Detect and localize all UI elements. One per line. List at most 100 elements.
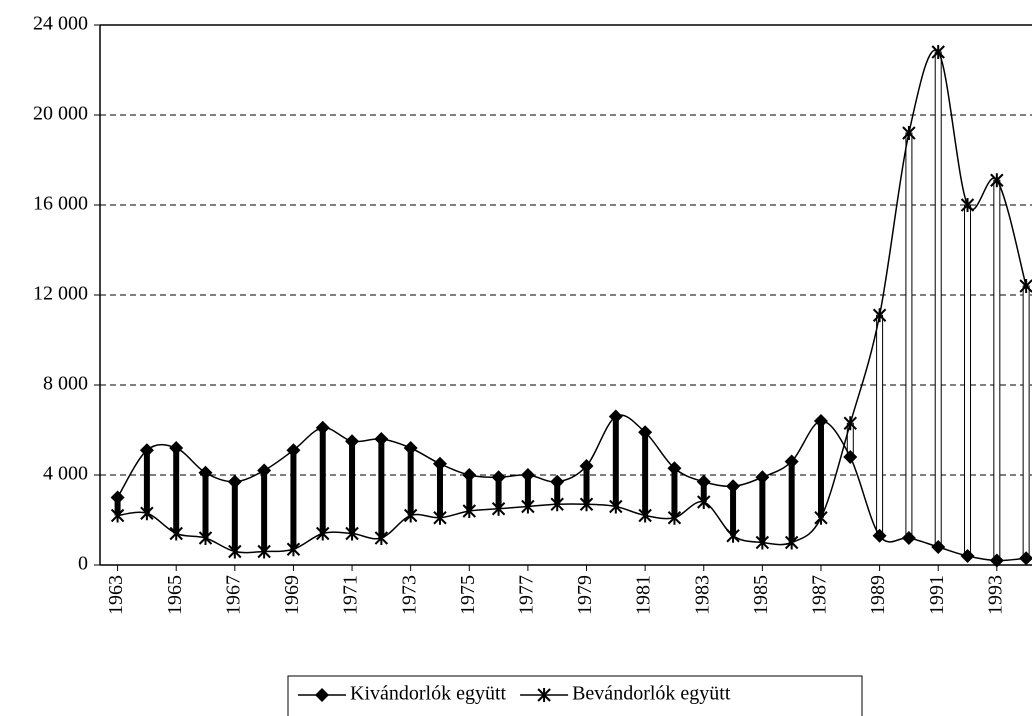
- marker-diamond: [667, 461, 682, 476]
- y-tick-label: 4 000: [43, 463, 88, 485]
- marker-diamond: [315, 420, 330, 435]
- x-tick-label: 1983: [691, 575, 713, 615]
- hi-lo-bar: [905, 132, 913, 539]
- marker-diamond: [931, 540, 946, 554]
- marker-star: [931, 45, 945, 59]
- marker-diamond: [726, 479, 741, 494]
- y-tick-label: 0: [78, 553, 88, 575]
- hi-lo-bar: [993, 179, 1001, 561]
- marker-star: [784, 535, 799, 550]
- marker-star: [726, 528, 740, 543]
- x-tick-label: 1963: [105, 575, 127, 615]
- x-tick-label: 1965: [164, 575, 186, 615]
- marker-diamond: [462, 468, 477, 482]
- marker-diamond: [520, 468, 535, 482]
- marker-diamond: [432, 456, 447, 471]
- marker-diamond: [169, 441, 184, 455]
- marker-star: [345, 526, 359, 541]
- marker-diamond: [901, 531, 916, 545]
- marker-star: [1019, 279, 1032, 293]
- x-tick-label: 1981: [633, 575, 655, 615]
- marker-diamond: [784, 454, 799, 469]
- marker-diamond: [227, 474, 242, 489]
- x-tick-label: 1991: [926, 575, 948, 615]
- marker-star: [990, 173, 1004, 188]
- marker-star: [403, 508, 418, 523]
- marker-diamond: [1019, 551, 1032, 566]
- x-tick-label: 1977: [515, 575, 537, 615]
- marker-diamond: [843, 450, 858, 464]
- marker-star: [198, 531, 213, 545]
- legend-label: Kivándorlók együtt: [350, 683, 507, 705]
- marker-diamond: [198, 465, 213, 480]
- series-line: [116, 414, 1027, 562]
- legend-label: Bevándorlók együtt: [572, 683, 731, 705]
- marker-star: [843, 416, 857, 431]
- x-tick-label: 1987: [809, 575, 831, 615]
- marker-star: [755, 535, 770, 550]
- marker-diamond: [638, 425, 653, 440]
- marker-star: [814, 510, 828, 525]
- y-tick-label: 16 000: [33, 193, 88, 215]
- marker-star: [462, 504, 476, 518]
- marker-star: [609, 499, 623, 514]
- marker-diamond: [286, 443, 301, 458]
- legend: Kivándorlók együtt Bevándorlók együtt: [287, 675, 863, 716]
- x-tick-label: 1989: [867, 575, 889, 615]
- y-tick-label: 8 000: [43, 373, 88, 395]
- marker-diamond: [491, 470, 506, 485]
- x-tick-label: 1971: [340, 575, 362, 615]
- marker-star: [228, 544, 242, 559]
- marker-diamond: [374, 432, 389, 446]
- marker-diamond: [989, 553, 1004, 568]
- marker-star: [902, 126, 916, 140]
- marker-star: [667, 510, 682, 525]
- marker-diamond: [403, 441, 418, 455]
- hi-lo-bar: [964, 204, 972, 557]
- marker-diamond: [579, 459, 594, 473]
- marker-diamond: [110, 490, 125, 505]
- marker-star: [521, 499, 535, 514]
- y-tick-label: 12 000: [33, 283, 88, 305]
- marker-diamond: [139, 443, 154, 458]
- marker-diamond: [813, 414, 828, 428]
- marker-star: [257, 544, 271, 559]
- marker-star: [960, 198, 975, 212]
- y-tick-label: 24 000: [33, 13, 88, 35]
- marker-star: [169, 526, 183, 541]
- marker-star: [374, 531, 389, 545]
- hi-lo-bar: [934, 51, 942, 548]
- y-tick-label: 20 000: [33, 103, 88, 125]
- marker-star: [537, 688, 551, 702]
- hi-lo-bar: [876, 314, 884, 537]
- legend-box: [287, 675, 863, 716]
- x-tick-label: 1979: [574, 575, 596, 615]
- marker-diamond: [345, 434, 360, 449]
- marker-diamond: [960, 549, 975, 563]
- marker-star: [110, 508, 125, 523]
- x-tick-label: 1969: [281, 575, 303, 615]
- marker-star: [140, 506, 154, 521]
- marker-diamond: [550, 474, 565, 489]
- marker-star: [638, 508, 652, 523]
- marker-star: [579, 497, 594, 512]
- marker-star: [697, 495, 711, 509]
- marker-star: [872, 308, 887, 323]
- marker-diamond: [872, 528, 887, 543]
- marker-star: [316, 526, 330, 541]
- x-tick-label: 1967: [222, 575, 244, 615]
- series-line: [117, 49, 1027, 554]
- marker-diamond: [257, 463, 272, 478]
- x-tick-label: 1975: [457, 575, 479, 615]
- x-tick-label: 1985: [750, 575, 772, 615]
- marker-star: [491, 501, 506, 516]
- marker-star: [550, 497, 564, 512]
- marker-diamond: [608, 409, 623, 424]
- marker-star: [433, 510, 447, 525]
- marker-star: [286, 542, 301, 557]
- marker-diamond: [315, 688, 329, 702]
- marker-diamond: [755, 470, 770, 485]
- hi-lo-bar: [1022, 285, 1030, 559]
